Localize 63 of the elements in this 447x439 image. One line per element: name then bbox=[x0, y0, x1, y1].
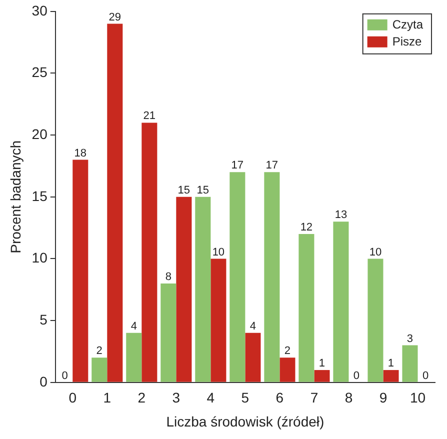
data-label: 15 bbox=[178, 184, 190, 196]
data-label: 15 bbox=[196, 184, 210, 196]
x-tick-label: 8 bbox=[344, 390, 353, 406]
x-tick-label: 5 bbox=[241, 390, 250, 406]
x-tick-label: 2 bbox=[138, 390, 146, 406]
bar bbox=[280, 358, 296, 382]
bar bbox=[142, 122, 158, 382]
bar bbox=[402, 345, 418, 382]
bar bbox=[176, 196, 192, 382]
bar bbox=[264, 172, 280, 382]
x-tick-label: 10 bbox=[410, 390, 426, 406]
x-tick-label: 4 bbox=[206, 390, 215, 406]
legend-label: Pisze bbox=[392, 34, 422, 49]
data-label: 0 bbox=[353, 370, 360, 382]
bar bbox=[160, 283, 176, 382]
bar bbox=[314, 370, 330, 382]
x-tick-label: 6 bbox=[276, 390, 284, 406]
data-label: 18 bbox=[74, 147, 87, 160]
x-axis-title: Liczba środowisk (źródeł) bbox=[166, 413, 324, 430]
x-tick-label: 0 bbox=[68, 390, 77, 406]
y-tick-label: 5 bbox=[40, 311, 48, 328]
data-label: 4 bbox=[250, 320, 256, 332]
data-label: 1 bbox=[318, 358, 326, 370]
data-label: 10 bbox=[212, 246, 225, 258]
bar bbox=[298, 234, 314, 382]
data-label: 4 bbox=[130, 320, 137, 332]
data-label: 3 bbox=[406, 332, 414, 345]
y-tick-label: 25 bbox=[32, 64, 48, 80]
bar bbox=[210, 258, 226, 382]
bar bbox=[383, 370, 399, 382]
x-tick-label: 3 bbox=[172, 390, 180, 406]
bar bbox=[245, 332, 261, 382]
data-label: 12 bbox=[300, 222, 313, 234]
bar bbox=[333, 222, 349, 382]
y-tick-label: 20 bbox=[32, 126, 48, 142]
bar bbox=[107, 24, 123, 382]
y-tick-label: 10 bbox=[32, 250, 48, 266]
x-tick-label: 7 bbox=[310, 390, 318, 406]
data-label: 2 bbox=[284, 345, 291, 358]
x-tick-label: 1 bbox=[103, 390, 112, 406]
bar bbox=[126, 332, 142, 382]
data-label: 0 bbox=[62, 370, 68, 382]
data-label: 8 bbox=[165, 271, 172, 283]
data-label: 13 bbox=[334, 209, 348, 222]
y-tick-label: 0 bbox=[40, 373, 48, 390]
bar bbox=[230, 172, 246, 382]
bar bbox=[72, 160, 88, 382]
y-axis-title: Procent badanych bbox=[7, 140, 24, 254]
data-label: 17 bbox=[231, 160, 244, 172]
data-label: 29 bbox=[108, 11, 122, 24]
data-label: 2 bbox=[96, 345, 102, 358]
data-label: 21 bbox=[143, 110, 156, 122]
data-label: 17 bbox=[266, 160, 278, 172]
bar bbox=[195, 196, 211, 382]
x-tick-label: 9 bbox=[379, 390, 388, 406]
y-tick-label: 15 bbox=[32, 188, 48, 204]
y-tick-label: 30 bbox=[32, 2, 48, 18]
data-label: 0 bbox=[422, 370, 429, 382]
data-label: 10 bbox=[369, 246, 382, 258]
data-label: 1 bbox=[388, 358, 394, 370]
bar bbox=[92, 358, 108, 382]
legend-label: Czyta bbox=[392, 18, 424, 32]
bar bbox=[368, 258, 384, 382]
